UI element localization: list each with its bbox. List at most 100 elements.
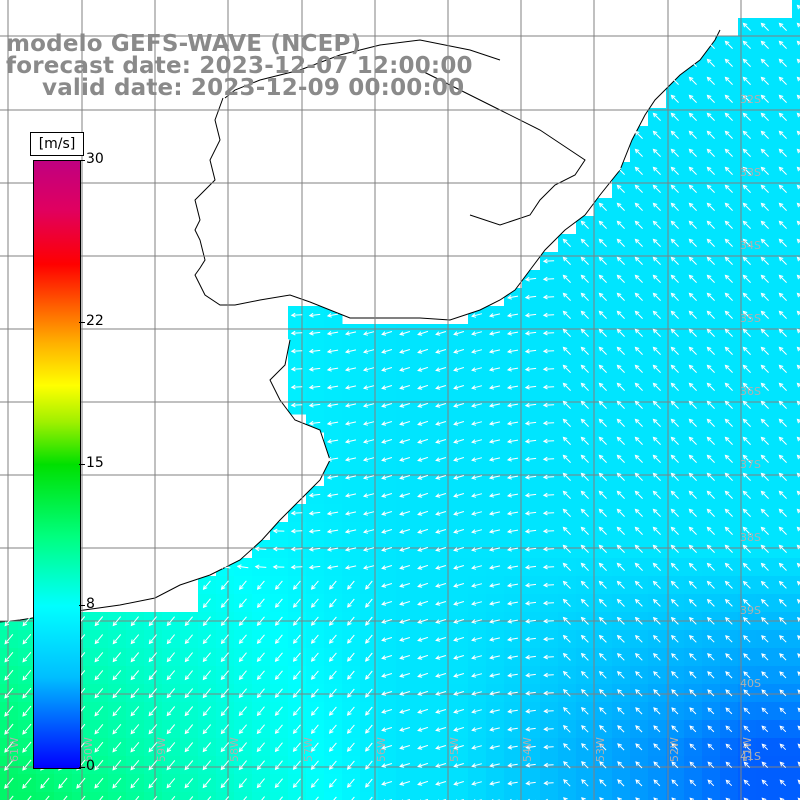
wind-arrow: [257, 652, 265, 662]
wind-arrow: [761, 545, 769, 553]
wind-speed-cell: [792, 504, 800, 523]
wind-arrow: [399, 727, 411, 731]
wind-arrow: [671, 689, 679, 697]
wind-speed-cell: [666, 792, 685, 800]
wind-arrow-head: [542, 312, 548, 318]
wind-arrow-head: [688, 364, 694, 370]
wind-arrow-head: [580, 670, 586, 676]
wind-arrow-head: [453, 439, 459, 444]
wind-arrow-head: [634, 562, 640, 568]
wind-arrow-head: [797, 635, 800, 640]
wind-arrow-head: [652, 238, 658, 244]
wind-arrow: [707, 761, 715, 769]
wind-arrow-head: [220, 639, 226, 645]
wind-arrow: [543, 476, 555, 478]
wind-arrow-head: [580, 706, 586, 712]
wind-arrow: [543, 512, 555, 514]
wind-arrow-head: [76, 783, 81, 789]
wind-arrow-head: [290, 366, 296, 372]
wind-arrow-head: [779, 797, 785, 800]
wind-arrow-head: [381, 691, 387, 696]
wind-arrow-head: [435, 529, 441, 534]
wind-arrow: [779, 779, 787, 787]
wind-arrow-head: [724, 580, 730, 586]
wind-arrow-head: [435, 601, 441, 606]
wind-arrow-head: [742, 364, 748, 370]
wind-arrow: [653, 599, 661, 607]
wind-arrow-head: [778, 598, 784, 604]
wind-arrow-head: [616, 292, 622, 298]
wind-arrow: [365, 742, 373, 752]
wind-arrow-head: [653, 761, 659, 767]
wind-arrow: [635, 599, 643, 607]
wind-arrow-head: [94, 639, 100, 645]
wind-arrow-head: [616, 328, 622, 334]
wind-arrow-head: [670, 544, 676, 550]
wind-arrow-head: [310, 711, 316, 716]
wind-arrow: [653, 545, 661, 553]
wind-arrow: [148, 760, 158, 770]
wind-arrow-head: [670, 598, 676, 604]
wind-arrow-head: [362, 367, 369, 372]
wind-arrow: [743, 221, 751, 229]
wind-arrow: [563, 311, 571, 319]
wind-arrow-head: [760, 76, 766, 82]
wind-arrow: [417, 438, 429, 444]
wind-arrow-head: [22, 639, 28, 645]
wind-arrow: [725, 365, 733, 373]
wind-arrow-head: [453, 547, 459, 552]
wind-arrow-head: [562, 274, 568, 280]
wind-arrow: [725, 419, 733, 427]
wind-arrow: [743, 293, 751, 301]
wind-arrow: [365, 706, 373, 716]
wind-arrow: [345, 403, 357, 407]
colorbar: [33, 160, 81, 769]
wind-arrow: [653, 329, 661, 337]
wind-arrow: [329, 634, 337, 644]
wind-arrow: [239, 778, 247, 788]
wind-arrow-head: [742, 418, 748, 424]
wind-arrow: [779, 365, 787, 373]
wind-arrow: [779, 311, 787, 319]
wind-arrow: [761, 707, 769, 715]
wind-arrow: [581, 473, 589, 481]
latitude-label: 35S: [740, 312, 761, 325]
wind-arrow-head: [580, 580, 586, 586]
latitude-label: 34S: [740, 239, 761, 252]
wind-arrow-head: [166, 675, 172, 681]
wind-arrow-head: [542, 276, 548, 282]
wind-arrow-head: [562, 310, 568, 316]
wind-arrow-head: [580, 562, 586, 568]
wind-arrow-head: [670, 112, 676, 118]
wind-arrow-head: [580, 400, 586, 406]
wind-speed-cell: [792, 108, 800, 127]
wind-arrow: [327, 403, 339, 407]
wind-arrow: [617, 635, 625, 643]
wind-arrow: [4, 705, 14, 717]
wind-arrow-head: [688, 184, 694, 190]
wind-arrow-head: [724, 418, 730, 424]
wind-arrow-head: [417, 475, 423, 480]
colorbar-tick-label: 30: [86, 151, 104, 167]
wind-arrow-head: [220, 657, 226, 663]
wind-arrow-head: [616, 634, 622, 640]
wind-arrow: [797, 635, 800, 639]
wind-arrow-head: [743, 707, 749, 713]
wind-arrow-head: [435, 745, 441, 750]
longitude-label: 56W: [375, 737, 388, 762]
wind-arrow: [327, 385, 339, 389]
wind-arrow-head: [292, 729, 298, 735]
wind-arrow-head: [707, 761, 713, 767]
wind-arrow-head: [274, 675, 280, 681]
wind-arrow: [725, 275, 733, 283]
wind-arrow-head: [220, 621, 226, 626]
wind-arrow-head: [365, 711, 370, 716]
wind-arrow: [417, 636, 429, 642]
wind-arrow-head: [381, 745, 387, 750]
wind-arrow-head: [184, 621, 190, 627]
wind-arrow: [309, 385, 321, 389]
wind-arrow: [417, 762, 429, 768]
wind-arrow: [761, 95, 769, 103]
wind-arrow: [94, 670, 104, 680]
wind-arrow-head: [471, 349, 477, 354]
